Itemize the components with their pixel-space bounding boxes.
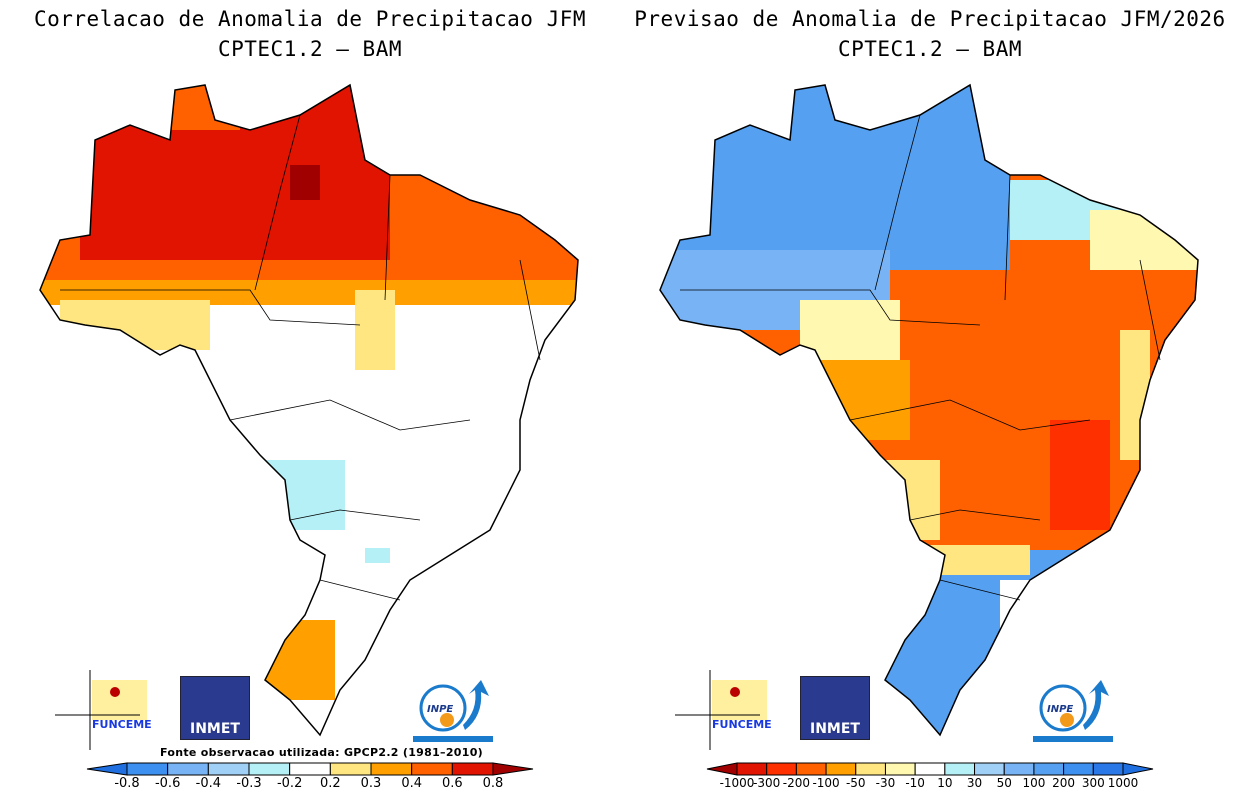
colorbar-tick-label: 10 [937,776,953,790]
colorbar-box [289,762,331,776]
left-colorbar [86,762,534,776]
right-colorbar [706,762,1154,776]
colorbar-tick-label: 50 [996,776,1012,790]
colorbar-box [736,762,768,776]
left-title-line2: CPTEC1.2 — BAM [217,37,402,61]
colorbar-box [451,762,494,776]
right-title-line2: CPTEC1.2 — BAM [837,37,1022,61]
colorbar-box [1092,762,1124,776]
colorbar-tick-label: -1000 [719,776,755,790]
colorbar-box [795,762,827,776]
inmet-logo-right: INMET [800,676,870,740]
colorbar-tick-label: -10 [905,776,925,790]
colorbar-tick-label: -0.4 [195,776,222,791]
colorbar-tick-label: -300 [753,776,781,790]
colorbar-box [167,762,209,776]
colorbar-tick-label: 300 [1081,776,1105,790]
funceme-logo-right [675,670,767,750]
colorbar-tick-label: 0.6 [441,776,463,791]
colorbar-box [370,762,413,776]
colorbar-arrow-high [492,762,534,776]
colorbar-box [825,762,857,776]
colorbar-tick-label: 1000 [1107,776,1139,790]
colorbar-box [914,762,946,776]
inmet-label: INMET [190,721,240,737]
colorbar-tick-label: 30 [966,776,983,790]
funceme-logo-left [55,670,147,750]
inpe-text: INPE [1047,704,1073,715]
colorbar-tick-label: -0.3 [236,776,262,791]
colorbar-tick-label: -200 [782,776,810,790]
colorbar-tick-label: -0.2 [276,776,303,791]
colorbar-box [126,762,169,776]
colorbar-tick-label: 0.4 [401,776,422,791]
colorbar-box [884,762,916,776]
colorbar-box [855,762,886,776]
left-title-line1: Correlacao de Anomalia de Precipitacao J… [33,7,586,31]
colorbar-tick-label: -30 [875,776,896,790]
inpe-logo-right: INPE [1033,680,1113,742]
right-title: Previsao de Anomalia de Precipitacao JFM… [620,4,1240,64]
colorbar-arrow-low [706,762,738,776]
inpe-text: INPE [427,704,453,715]
colorbar-tick-label: -0.6 [154,776,181,791]
funceme-label-right: FUNCEME [712,718,772,731]
inpe-logo-left: INPE [413,680,493,742]
colorbar-box [974,762,1005,776]
colorbar-box [944,762,976,776]
colorbar-arrow-high [1122,762,1154,776]
colorbar-tick-label: -100 [812,776,840,790]
colorbar-tick-label: 0.8 [482,776,504,791]
colorbar-box [1063,762,1094,776]
colorbar-tick-label: 100 [1022,776,1046,790]
colorbar-tick-label: -50 [845,776,866,790]
inmet-label: INMET [810,721,860,737]
source-note: Fonte observacao utilizada: GPCP2.2 (198… [160,746,483,759]
funceme-label-left: FUNCEME [92,718,152,731]
colorbar-box [329,762,372,776]
colorbar-tick-label: -0.8 [114,776,140,791]
colorbar-box [207,762,250,776]
inmet-logo-left: INMET [180,676,250,740]
colorbar-tick-label: 0.2 [319,776,341,791]
colorbar-box [1003,762,1035,776]
right-title-line1: Previsao de Anomalia de Precipitacao JFM… [634,7,1226,31]
colorbar-arrow-low [86,762,128,776]
colorbar-box [411,762,453,776]
colorbar-box [766,762,797,776]
left-title: Correlacao de Anomalia de Precipitacao J… [0,4,620,64]
colorbar-tick-label: 0.3 [360,776,382,791]
colorbar-box [248,762,291,776]
colorbar-tick-label: 200 [1052,776,1076,790]
colorbar-box [1033,762,1065,776]
